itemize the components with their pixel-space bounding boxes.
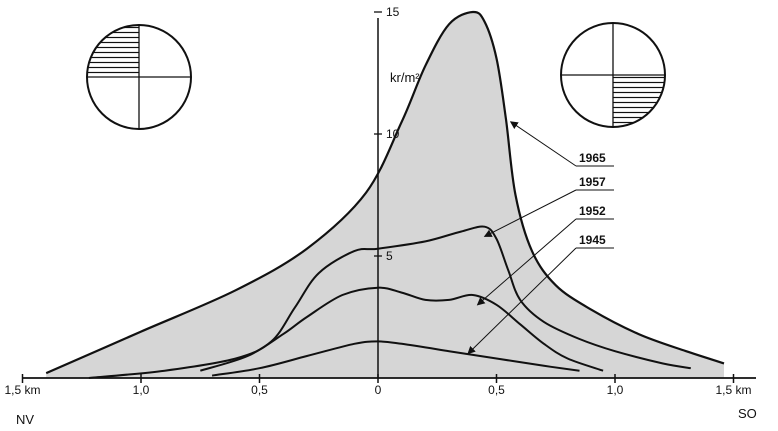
direction-right-label: SO (738, 406, 757, 421)
series-lines (45, 10, 725, 379)
year-label-1957: 1957 (579, 175, 606, 189)
direction-left-label: NV (16, 412, 34, 427)
x-tick-label: 0,5 (488, 383, 505, 397)
label-arrow-1952 (476, 218, 577, 306)
label-arrow-1945 (467, 247, 577, 355)
series-line-1945 (211, 340, 580, 377)
x-tick-label: 0 (375, 383, 382, 397)
axes: 1,5 km1,00,500,51,01,5 km5101520kr/m²NVS… (4, 5, 757, 427)
x-tick-label: 1,5 km (715, 383, 751, 397)
y-tick-label: 10 (386, 127, 400, 141)
label-arrow-1965 (509, 121, 577, 167)
x-tick-label: 0,5 (251, 383, 268, 397)
x-tick-label: 1,0 (607, 383, 624, 397)
x-tick-label: 1,5 km (4, 383, 40, 397)
quadrant-insets (86, 22, 666, 130)
x-tick-label: 1,0 (133, 383, 150, 397)
area-fill-1965 (46, 11, 724, 379)
series-line-1965 (45, 10, 725, 375)
quadrant-inset-top-right (560, 22, 666, 128)
quadrant-inset-top-left (86, 24, 192, 130)
filled-area-layer (46, 11, 724, 379)
shaded-quadrant (613, 75, 665, 127)
year-label-1952: 1952 (579, 204, 606, 218)
year-label-1965: 1965 (579, 151, 606, 165)
label-arrow-1957 (483, 189, 577, 237)
shaded-quadrant (87, 25, 139, 77)
series-line-1952 (199, 286, 604, 372)
y-unit-label: kr/m² (390, 70, 420, 85)
year-labels: 1965 1957 1952 1945 (467, 121, 614, 355)
y-tick-label: 5 (386, 249, 393, 263)
year-label-1945: 1945 (579, 233, 606, 247)
y-tick-label: 15 (386, 5, 400, 19)
